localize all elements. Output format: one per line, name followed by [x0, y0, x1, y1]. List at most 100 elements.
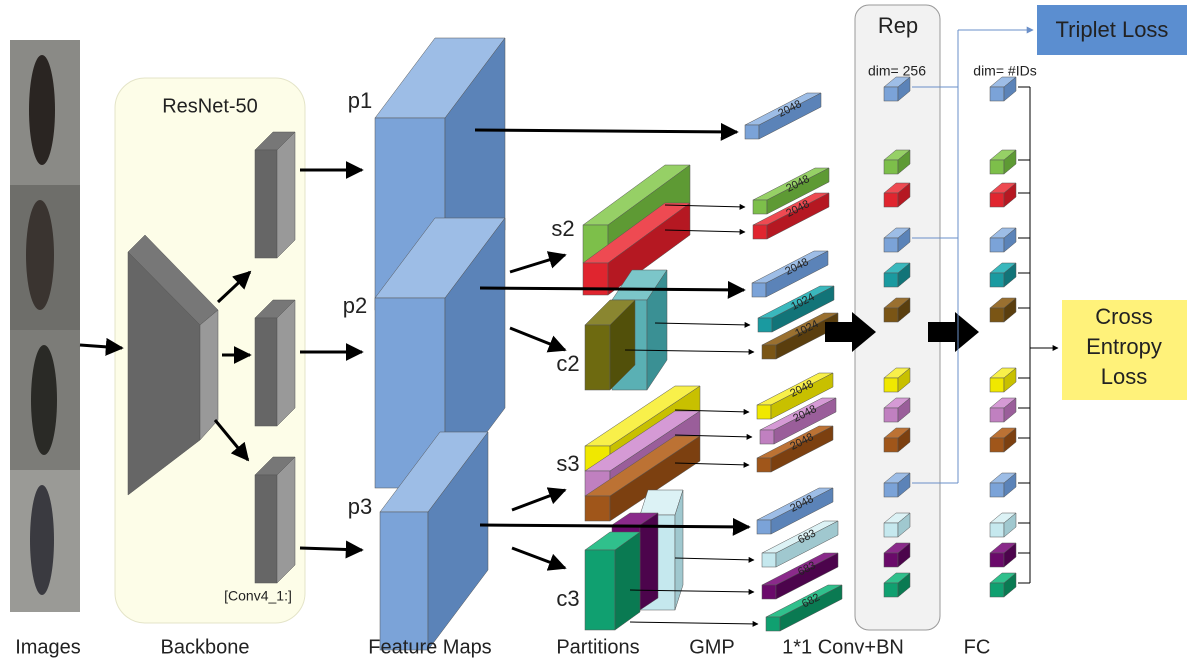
cube-side [897, 262, 911, 288]
cube-side [897, 427, 911, 453]
cube-side [1003, 149, 1017, 175]
cube-side [765, 250, 829, 298]
cube-front [756, 519, 772, 535]
cube-front [989, 86, 1005, 102]
cube-front [989, 307, 1005, 323]
cube-front [989, 482, 1005, 498]
cube-front [883, 407, 899, 423]
cube-front [883, 437, 899, 453]
cube-side [1003, 227, 1017, 253]
arrow [674, 408, 750, 415]
cube-front [883, 237, 899, 253]
cube-front [254, 317, 278, 427]
cube-side [897, 572, 911, 598]
cube-side [1003, 427, 1017, 453]
backbone-title: ResNet-50 [162, 95, 258, 117]
cube-front [761, 344, 777, 360]
cube-side [1003, 572, 1017, 598]
arrow [509, 251, 567, 274]
cube-front [752, 224, 768, 240]
backbone-block [127, 234, 219, 496]
cube-front [254, 149, 278, 259]
cube-side [1003, 262, 1017, 288]
labels: ResNet-50 [Conv4_1:] p1 p2 p3 s2 c2 s3 c… [15, 13, 1168, 658]
partition-label: c3 [556, 586, 579, 611]
cube-side [646, 269, 668, 391]
cube-front [584, 549, 616, 631]
cube-side [1003, 76, 1017, 102]
cross-entropy-line: Loss [1101, 364, 1147, 389]
shapes [79, 26, 1059, 651]
cube-side [897, 542, 911, 568]
cube-side [609, 435, 701, 522]
cube-front [989, 552, 1005, 568]
images [10, 40, 80, 612]
cube-front [584, 324, 611, 391]
cube-front [989, 407, 1005, 423]
arrow [299, 540, 364, 559]
feature-map-label: p1 [348, 88, 372, 113]
cube-side [607, 202, 691, 296]
cube-front [883, 552, 899, 568]
partition-label: s2 [551, 216, 574, 241]
cube-front [756, 404, 772, 420]
cross-entropy-line: Entropy [1086, 334, 1162, 359]
arrow [664, 228, 746, 235]
arrow [216, 270, 252, 304]
cube-side [775, 520, 839, 568]
cube-front [989, 159, 1005, 175]
cube-side [770, 372, 834, 420]
cube-side [897, 297, 911, 323]
cube-side [897, 472, 911, 498]
arrow [629, 620, 759, 627]
cube-side [427, 431, 489, 651]
cube-front [989, 437, 1005, 453]
cube-side [771, 285, 835, 333]
person [29, 55, 55, 165]
rep-title: Rep [878, 13, 918, 38]
partition-label: s3 [556, 451, 579, 476]
arrow [624, 348, 755, 355]
arrow [474, 122, 739, 141]
arrow [654, 321, 751, 328]
arrow [511, 487, 567, 512]
cube-side [897, 227, 911, 253]
arrow [674, 433, 753, 440]
arrow [479, 517, 751, 536]
stage-label: Feature Maps [368, 636, 491, 658]
cube-front [759, 429, 775, 445]
cube-side [1003, 182, 1017, 208]
cube-side [773, 397, 837, 445]
cube-front [744, 124, 760, 140]
cube-side [1003, 397, 1017, 423]
person [31, 345, 57, 455]
cube-side [276, 131, 296, 259]
cube-front [883, 86, 899, 102]
cube-front [989, 237, 1005, 253]
cube-side [276, 299, 296, 427]
triplet-loss: Triplet Loss [1056, 17, 1169, 42]
cube-front [584, 495, 611, 522]
cube-side [609, 299, 636, 391]
arrow [213, 419, 250, 462]
stage-label: Partitions [556, 636, 639, 658]
cube-front [989, 272, 1005, 288]
cube-front [752, 199, 768, 215]
cube-front [883, 272, 899, 288]
cube-side [766, 192, 830, 240]
cube-side [775, 552, 839, 600]
cube-side [897, 397, 911, 423]
cross-entropy-line: Cross [1095, 304, 1152, 329]
cube-side [770, 425, 834, 473]
cube-side [770, 487, 834, 535]
arrow [674, 556, 755, 563]
cube-side [766, 167, 830, 215]
cube-front [751, 282, 767, 298]
arrow [674, 461, 750, 468]
stage-label: GMP [689, 636, 735, 658]
cube-front [989, 582, 1005, 598]
stage-label: FC [964, 636, 991, 658]
partition-label: c2 [556, 351, 579, 376]
rep-dim: dim= 256 [868, 63, 926, 79]
